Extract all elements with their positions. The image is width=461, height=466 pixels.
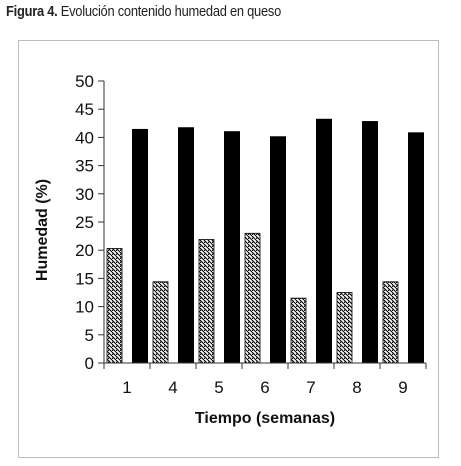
y-tick-label: 5	[85, 326, 94, 345]
bar-solid-9	[408, 132, 424, 363]
y-axis-ticks: 0 5 10 15 20 25 30 35 40 45 50	[75, 72, 104, 373]
y-tick-label: 15	[75, 269, 94, 288]
bar-hatched-4	[152, 281, 169, 364]
x-tick-label: 4	[168, 378, 177, 397]
x-tick-label: 6	[260, 378, 269, 397]
x-axis-ticks: 1 4 5 6 7 8 9	[103, 363, 427, 397]
y-tick-label: 10	[75, 298, 94, 317]
bar-hatched-9	[382, 281, 399, 364]
bar-solid-7	[316, 118, 332, 364]
bar-solid-6	[270, 136, 286, 363]
y-tick-label: 35	[75, 157, 94, 176]
bar-hatched-8	[336, 292, 353, 364]
bar-solid-1	[132, 128, 148, 363]
bar-solid-8	[362, 121, 378, 363]
y-axis-title: Humedad (%)	[34, 179, 51, 281]
x-tick-label: 5	[214, 378, 223, 397]
figure-caption-label: Figura 4.	[6, 3, 58, 20]
x-axis-title: Tiempo (semanas)	[195, 410, 335, 427]
figure-caption: Figura 4. Evolución contenido humedad en…	[6, 3, 281, 20]
axes	[103, 81, 426, 364]
bar-solid-4	[178, 127, 194, 363]
bar-hatched-7	[290, 297, 307, 364]
x-tick-label: 8	[352, 378, 361, 397]
y-tick-label: 45	[75, 100, 94, 119]
x-tick-label: 7	[306, 378, 315, 397]
y-tick-label: 25	[75, 213, 94, 232]
bar-solid-5	[224, 131, 240, 363]
y-tick-label: 40	[75, 128, 94, 147]
x-tick-label: 1	[122, 378, 131, 397]
y-tick-label: 50	[75, 72, 94, 91]
x-tick-label: 9	[398, 378, 407, 397]
bar-hatched-1	[106, 248, 123, 364]
y-tick-label: 30	[75, 185, 94, 204]
y-tick-label: 0	[85, 354, 94, 373]
bar-hatched-5	[198, 239, 215, 364]
y-tick-label: 20	[75, 241, 94, 260]
bar-hatched-6	[244, 232, 261, 364]
bars	[106, 118, 424, 364]
figure-caption-text: Evolución contenido humedad en queso	[60, 3, 281, 20]
